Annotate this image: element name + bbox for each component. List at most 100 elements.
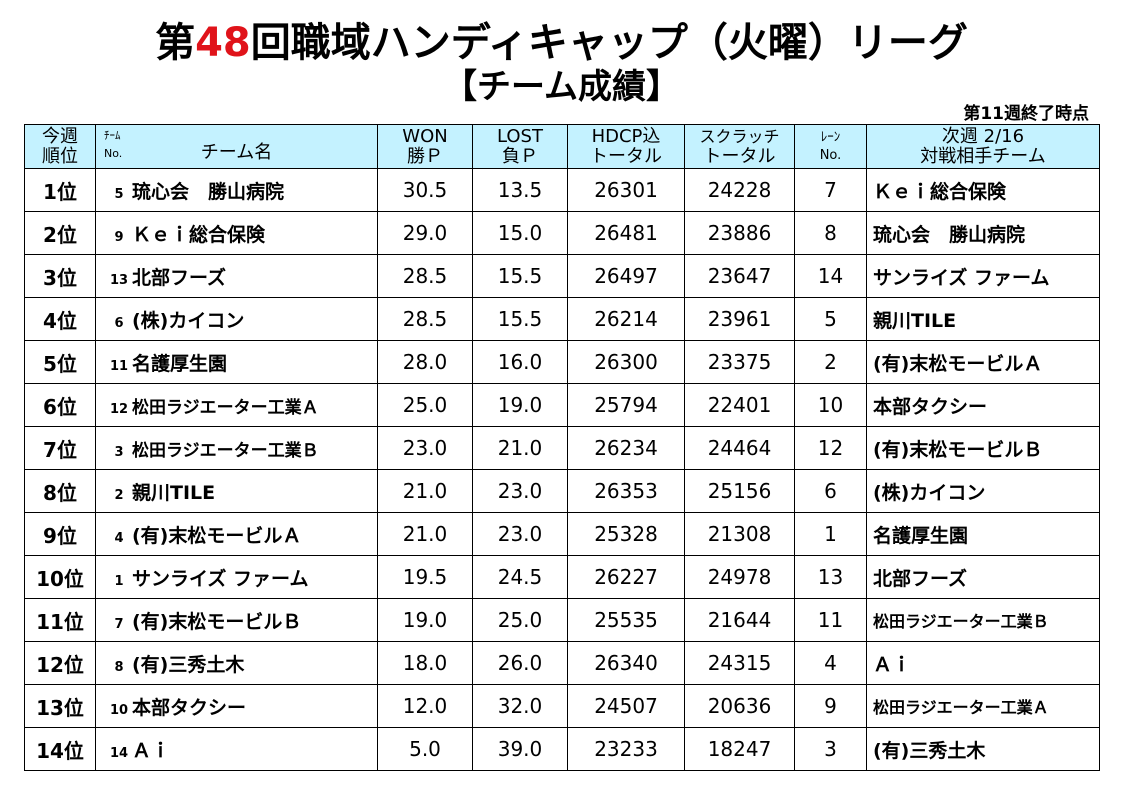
hdcp-total-cell: 25535 (567, 598, 685, 642)
opponent-cell: 名護厚生園 (866, 512, 1100, 556)
scratch-total-cell: 24228 (684, 168, 795, 212)
table-row: 7位 3 松田ラジエーター工業Ｂ 23.0 21.0 26234 24464 12 (有)末松モ… (24, 426, 1100, 470)
table-row: 2位 9 Ｋｅｉ総合保険 29.0 15.0 26481 23886 8 琉心会 勝山病院 (24, 211, 1100, 255)
lane-cell: 7 (794, 168, 867, 212)
team-number: 3 (114, 444, 124, 460)
hdcp-total-cell: 26497 (567, 254, 685, 298)
header-team-no-line2: No. (104, 146, 123, 160)
team-cell: 1 サンライズ ファーム (95, 555, 378, 599)
header-won-line1: WON (402, 125, 448, 147)
rank-cell: 9位 (24, 512, 96, 556)
header-scratch-line2: トータル (703, 145, 776, 167)
team-number: 8 (114, 659, 124, 675)
won-cell: 28.0 (377, 340, 473, 384)
scratch-total-cell: 23886 (684, 211, 795, 255)
team-name: 名護厚生園 (132, 352, 228, 375)
header-team-name: チーム名 (200, 141, 273, 163)
team-name: (有)末松モービルＢ (132, 610, 302, 633)
lane-cell: 13 (794, 555, 867, 599)
standings-body: 1位 5 琉心会 勝山病院 30.5 13.5 26301 24228 7 Ｋｅｉ総合保険 2位 9… (24, 168, 1100, 771)
header-lost: LOST 負Ｐ (472, 124, 568, 169)
team-number: 13 (109, 272, 129, 288)
header-row: 今週 順位 ﾁｰﾑ No. チーム名 WON 勝Ｐ LOST 負Ｐ HDCP込 … (24, 124, 1100, 169)
team-number: 4 (114, 530, 124, 546)
team-name: (有)末松モービルＡ (132, 524, 302, 547)
header-scratch-line1: スクラッチ (699, 126, 780, 146)
table-row: 14位 14 Ａｉ 5.0 39.0 23233 18247 3 (有)三秀土木 (24, 727, 1100, 771)
header-next-line1: 次週 2/16 (941, 125, 1025, 147)
lost-cell: 21.0 (472, 426, 568, 470)
header-next: 次週 2/16 対戦相手チーム (866, 124, 1100, 169)
rank-cell: 3位 (24, 254, 96, 298)
team-name: 親川TILE (132, 481, 216, 504)
scratch-total-cell: 23375 (684, 340, 795, 384)
opponent-cell: (株)カイコン (866, 469, 1100, 513)
lost-cell: 26.0 (472, 641, 568, 685)
header-team-no-line1: ﾁｰﾑ (104, 128, 121, 142)
team-cell: 9 Ｋｅｉ総合保険 (95, 211, 378, 255)
lost-cell: 15.5 (472, 297, 568, 341)
rank-cell: 6位 (24, 383, 96, 427)
rank-cell: 10位 (24, 555, 96, 599)
lane-cell: 14 (794, 254, 867, 298)
table-row: 6位 12 松田ラジエーター工業Ａ 25.0 19.0 25794 22401 10 本部タクシ… (24, 383, 1100, 427)
opponent-cell: Ｋｅｉ総合保険 (866, 168, 1100, 212)
team-number: 5 (114, 186, 124, 202)
scratch-total-cell: 21644 (684, 598, 795, 642)
won-cell: 12.0 (377, 684, 473, 728)
hdcp-total-cell: 26481 (567, 211, 685, 255)
table-row: 8位 2 親川TILE 21.0 23.0 26353 25156 6 (株)カイコン (24, 469, 1100, 513)
lane-cell: 1 (794, 512, 867, 556)
header-lost-line1: LOST (497, 125, 543, 147)
won-cell: 5.0 (377, 727, 473, 771)
team-number: 7 (114, 616, 124, 632)
won-cell: 28.5 (377, 254, 473, 298)
header-lane: ﾚｰﾝ No. (794, 124, 867, 169)
header-next-line2: 対戦相手チーム (920, 145, 1046, 167)
team-cell: 5 琉心会 勝山病院 (95, 168, 378, 212)
standings-table: 今週 順位 ﾁｰﾑ No. チーム名 WON 勝Ｐ LOST 負Ｐ HDCP込 … (24, 124, 1100, 771)
hdcp-total-cell: 24507 (567, 684, 685, 728)
header-lost-line2: 負Ｐ (502, 145, 538, 167)
team-name: 琉心会 勝山病院 (132, 180, 285, 203)
rank-cell: 8位 (24, 469, 96, 513)
team-name: 北部フーズ (132, 266, 227, 289)
hdcp-total-cell: 26353 (567, 469, 685, 513)
header-hdcp-line1: HDCP込 (591, 125, 661, 147)
scratch-total-cell: 24315 (684, 641, 795, 685)
team-cell: 14 Ａｉ (95, 727, 378, 771)
team-cell: 2 親川TILE (95, 469, 378, 513)
lane-cell: 2 (794, 340, 867, 384)
lane-cell: 9 (794, 684, 867, 728)
team-number: 1 (114, 573, 124, 589)
lane-cell: 3 (794, 727, 867, 771)
team-name: Ｋｅｉ総合保険 (132, 223, 266, 246)
team-number: 10 (109, 702, 129, 718)
team-cell: 13 北部フーズ (95, 254, 378, 298)
table-row: 11位 7 (有)末松モービルＢ 19.0 25.0 25535 21644 11 松田ラジエー… (24, 598, 1100, 642)
hdcp-total-cell: 26234 (567, 426, 685, 470)
lost-cell: 23.0 (472, 469, 568, 513)
lost-cell: 16.0 (472, 340, 568, 384)
status-note: 第11週終了時点 (963, 104, 1089, 124)
header-lane-line2: No. (819, 147, 842, 163)
hdcp-total-cell: 25794 (567, 383, 685, 427)
team-cell: 11 名護厚生園 (95, 340, 378, 384)
opponent-cell: 松田ラジエーター工業Ｂ (866, 598, 1100, 642)
lane-cell: 11 (794, 598, 867, 642)
opponent-cell: (有)三秀土木 (866, 727, 1100, 771)
hdcp-total-cell: 26227 (567, 555, 685, 599)
team-name: (有)三秀土木 (132, 653, 245, 676)
lane-cell: 5 (794, 297, 867, 341)
header-lane-line1: ﾚｰﾝ (820, 129, 841, 145)
opponent-cell: (有)末松モービルＡ (866, 340, 1100, 384)
lost-cell: 32.0 (472, 684, 568, 728)
team-cell: 6 (株)カイコン (95, 297, 378, 341)
hdcp-total-cell: 26340 (567, 641, 685, 685)
title-suffix: 回職域ハンディキャップ（火曜）リーグ (250, 20, 968, 66)
won-cell: 30.5 (377, 168, 473, 212)
hdcp-total-cell: 25328 (567, 512, 685, 556)
opponent-cell: サンライズ ファーム (866, 254, 1100, 298)
team-name: 松田ラジエーター工業Ｂ (132, 440, 319, 461)
opponent-cell: 本部タクシー (866, 383, 1100, 427)
